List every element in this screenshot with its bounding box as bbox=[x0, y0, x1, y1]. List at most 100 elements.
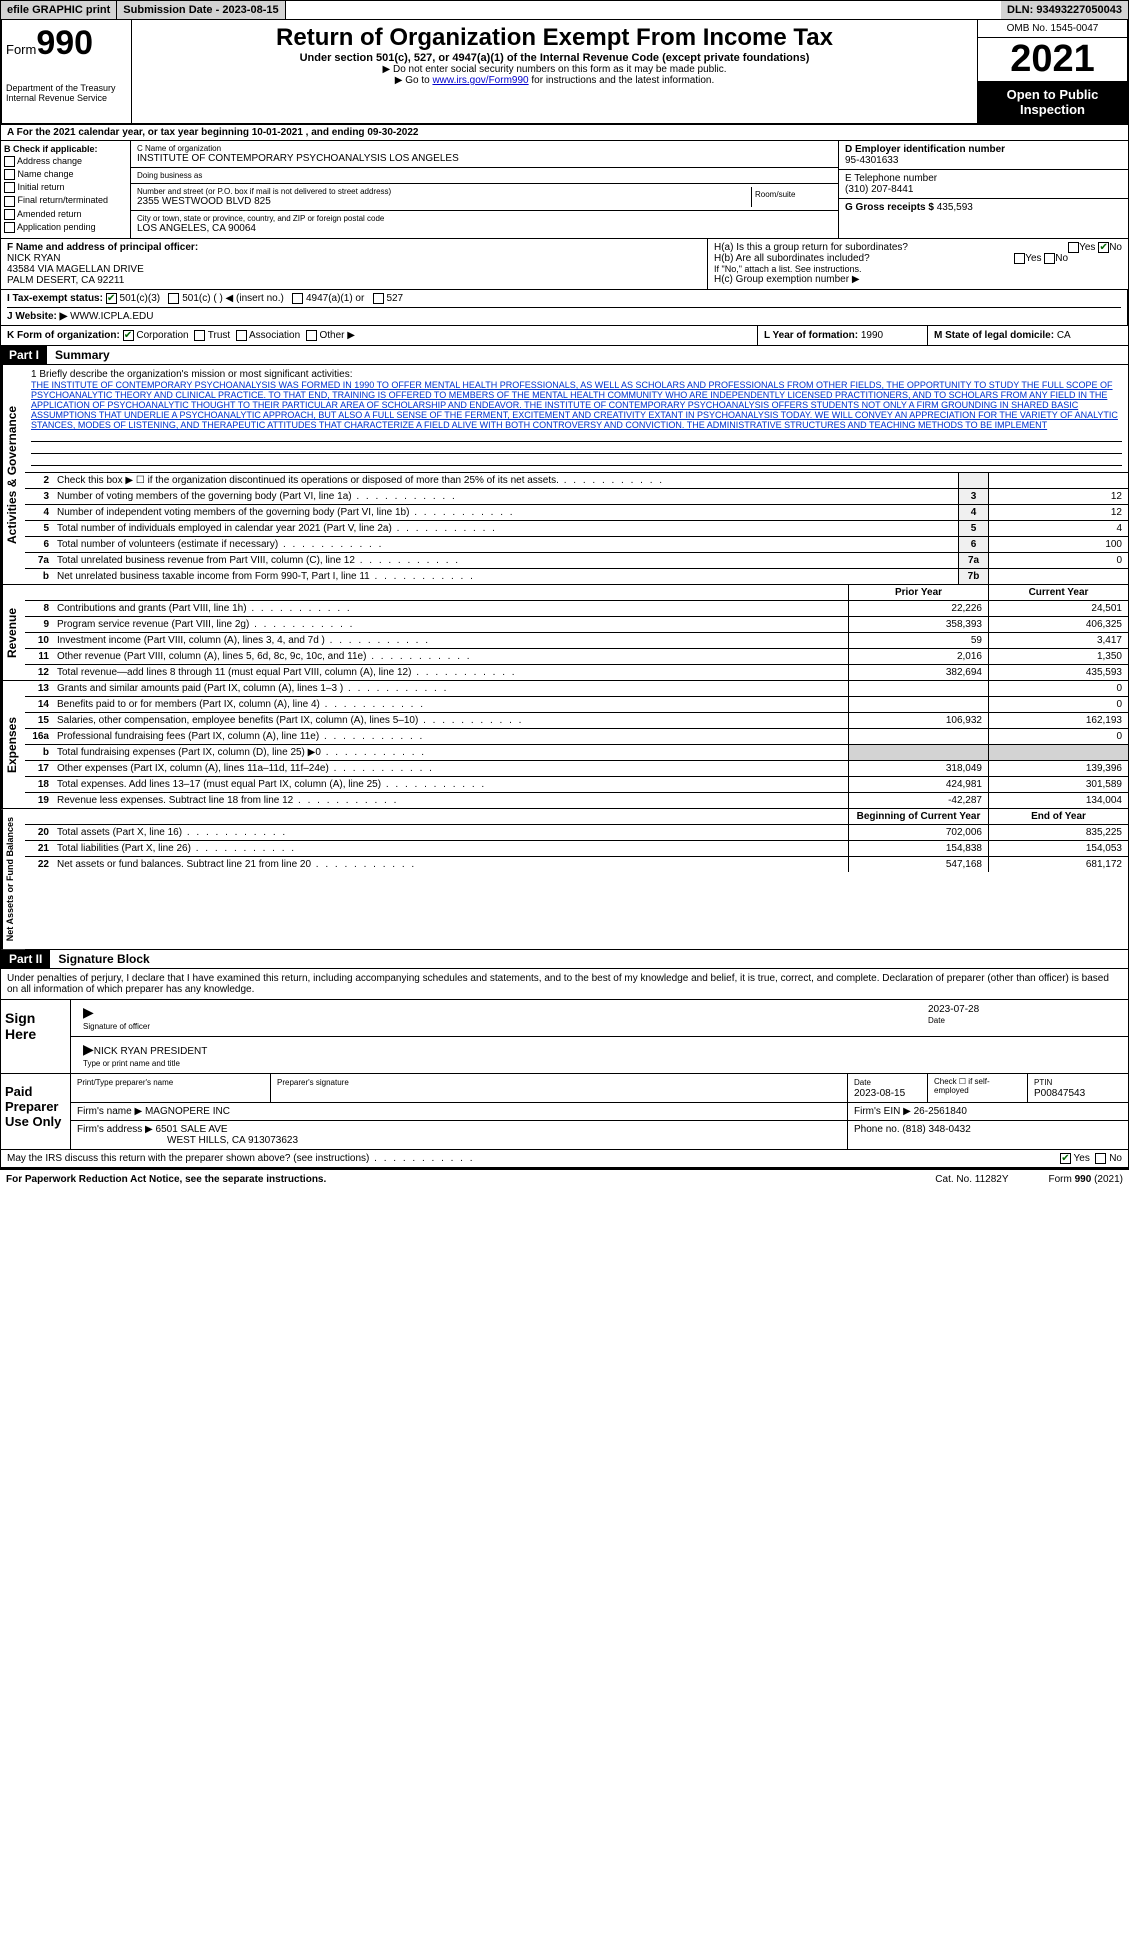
officer-name: NICK RYAN bbox=[7, 253, 61, 264]
officer-signed-name: NICK RYAN PRESIDENT bbox=[94, 1046, 208, 1057]
side-label-governance: Activities & Governance bbox=[1, 365, 25, 584]
data-line: 13Grants and similar amounts paid (Part … bbox=[25, 681, 1128, 697]
data-line: 11Other revenue (Part VIII, column (A), … bbox=[25, 649, 1128, 665]
cat-no: Cat. No. 11282Y bbox=[935, 1174, 1008, 1185]
room-suite: Room/suite bbox=[755, 190, 829, 199]
form-subtitle: Under section 501(c), 527, or 4947(a)(1)… bbox=[136, 52, 973, 64]
firm-phone: (818) 348-0432 bbox=[902, 1124, 970, 1135]
side-label-revenue: Revenue bbox=[1, 585, 25, 680]
address-cell: Number and street (or P.O. box if mail i… bbox=[131, 184, 838, 211]
gross-receipts-cell: G Gross receipts $ 435,593 bbox=[839, 199, 1128, 216]
org-name-cell: C Name of organization INSTITUTE OF CONT… bbox=[131, 141, 838, 168]
box-h-group: H(a) Is this a group return for subordin… bbox=[708, 239, 1128, 289]
expenses-section: Expenses 13Grants and similar amounts pa… bbox=[0, 681, 1129, 809]
ssn-note: ▶ Do not enter social security numbers o… bbox=[136, 64, 973, 75]
signature-block: Under penalties of perjury, I declare th… bbox=[0, 969, 1129, 1168]
cb-initial-return[interactable]: Initial return bbox=[4, 182, 127, 193]
sign-here-label: Sign Here bbox=[1, 1000, 71, 1073]
ein-value: 95-4301633 bbox=[845, 155, 898, 166]
data-line: 21Total liabilities (Part X, line 26)154… bbox=[25, 841, 1128, 857]
cb-app-pending[interactable]: Application pending bbox=[4, 222, 127, 233]
box-f-officer: F Name and address of principal officer:… bbox=[1, 239, 708, 289]
sig-officer-label: Signature of officer bbox=[83, 1022, 150, 1031]
col-current-year: Current Year bbox=[988, 585, 1128, 600]
city-state-zip: LOS ANGELES, CA 90064 bbox=[137, 223, 832, 234]
gov-line: 6Total number of volunteers (estimate if… bbox=[25, 537, 1128, 553]
gov-line: 4Number of independent voting members of… bbox=[25, 505, 1128, 521]
row-j-website: J Website: ▶ WWW.ICPLA.EDU bbox=[7, 307, 1121, 322]
gov-line: bNet unrelated business taxable income f… bbox=[25, 569, 1128, 584]
data-line: 9Program service revenue (Part VIII, lin… bbox=[25, 617, 1128, 633]
phone-cell: E Telephone number(310) 207-8441 bbox=[839, 170, 1128, 199]
firm-name: MAGNOPERE INC bbox=[145, 1106, 230, 1117]
data-line: 14Benefits paid to or for members (Part … bbox=[25, 697, 1128, 713]
officer-group-row: F Name and address of principal officer:… bbox=[0, 239, 1129, 290]
form-title: Return of Organization Exempt From Incom… bbox=[136, 24, 973, 52]
discuss-yes[interactable] bbox=[1060, 1153, 1071, 1164]
open-public: Open to Public Inspection bbox=[978, 81, 1127, 123]
col-end-year: End of Year bbox=[988, 809, 1128, 824]
data-line: 18Total expenses. Add lines 13–17 (must … bbox=[25, 777, 1128, 793]
ein-cell: D Employer identification number95-43016… bbox=[839, 141, 1128, 170]
net-assets-section: Net Assets or Fund Balances Beginning of… bbox=[0, 809, 1129, 950]
cb-501c3[interactable] bbox=[106, 293, 117, 304]
cb-final-return[interactable]: Final return/terminated bbox=[4, 195, 127, 206]
gross-receipts-value: 435,593 bbox=[937, 202, 973, 213]
state-domicile: CA bbox=[1057, 330, 1071, 341]
data-line: 17Other expenses (Part IX, column (A), l… bbox=[25, 761, 1128, 777]
prep-date: 2023-08-15 bbox=[854, 1088, 905, 1099]
box-b-header: B Check if applicable: bbox=[4, 144, 127, 154]
side-label-net-assets: Net Assets or Fund Balances bbox=[1, 809, 25, 949]
data-line: 8Contributions and grants (Part VIII, li… bbox=[25, 601, 1128, 617]
dba-cell: Doing business as bbox=[131, 168, 838, 184]
tax-year: 2021 bbox=[978, 38, 1127, 81]
cb-amended[interactable]: Amended return bbox=[4, 209, 127, 220]
submission-date: Submission Date - 2023-08-15 bbox=[117, 1, 285, 19]
data-line: 20Total assets (Part X, line 16)702,0068… bbox=[25, 825, 1128, 841]
mission-text: THE INSTITUTE OF CONTEMPORARY PSYCHOANAL… bbox=[31, 380, 1122, 430]
form-word: Form bbox=[6, 42, 36, 57]
paperwork-notice: For Paperwork Reduction Act Notice, see … bbox=[6, 1174, 935, 1185]
dept-treasury: Department of the Treasury Internal Reve… bbox=[6, 83, 127, 103]
form-header: Form990 Department of the Treasury Inter… bbox=[0, 20, 1129, 125]
mission-label: 1 Briefly describe the organization's mi… bbox=[31, 369, 1122, 380]
data-line: 10Investment income (Part VIII, column (… bbox=[25, 633, 1128, 649]
gov-line: 7aTotal unrelated business revenue from … bbox=[25, 553, 1128, 569]
website-value: WWW.ICPLA.EDU bbox=[70, 311, 153, 322]
irs-link[interactable]: www.irs.gov/Form990 bbox=[432, 75, 528, 86]
data-line: 12Total revenue—add lines 8 through 11 (… bbox=[25, 665, 1128, 680]
page-footer: For Paperwork Reduction Act Notice, see … bbox=[0, 1168, 1129, 1189]
data-line: 15Salaries, other compensation, employee… bbox=[25, 713, 1128, 729]
perjury-statement: Under penalties of perjury, I declare th… bbox=[1, 969, 1128, 999]
cb-corporation[interactable] bbox=[123, 330, 134, 341]
paid-preparer-label: Paid Preparer Use Only bbox=[1, 1074, 71, 1149]
gov-line: 2Check this box ▶ ☐ if the organization … bbox=[25, 473, 1128, 489]
firm-address: 6501 SALE AVE bbox=[156, 1124, 228, 1135]
efile-print[interactable]: efile GRAPHIC print bbox=[1, 1, 117, 19]
tax-status-website-row: I Tax-exempt status: 501(c)(3) 501(c) ( … bbox=[0, 290, 1129, 326]
activities-governance-section: Activities & Governance 1 Briefly descri… bbox=[0, 365, 1129, 585]
row-a-calendar: A For the 2021 calendar year, or tax yea… bbox=[0, 125, 1129, 141]
discuss-row: May the IRS discuss this return with the… bbox=[1, 1149, 1128, 1167]
cb-name-change[interactable]: Name change bbox=[4, 169, 127, 180]
side-label-expenses: Expenses bbox=[1, 681, 25, 808]
self-employed-check: Check ☐ if self-employed bbox=[928, 1074, 1028, 1102]
city-cell: City or town, state or province, country… bbox=[131, 211, 838, 237]
top-bar: efile GRAPHIC print Submission Date - 20… bbox=[0, 0, 1129, 20]
street-address: 2355 WESTWOOD BLVD 825 bbox=[137, 196, 751, 207]
entity-info-grid: B Check if applicable: Address change Na… bbox=[0, 141, 1129, 239]
part2-header: Part IISignature Block bbox=[0, 950, 1129, 969]
dln: DLN: 93493227050043 bbox=[1001, 1, 1128, 19]
gov-line: 5Total number of individuals employed in… bbox=[25, 521, 1128, 537]
revenue-section: Revenue Prior Year Current Year 8Contrib… bbox=[0, 585, 1129, 681]
year-formation: 1990 bbox=[861, 330, 883, 341]
box-b-checkboxes: B Check if applicable: Address change Na… bbox=[1, 141, 131, 238]
org-name: INSTITUTE OF CONTEMPORARY PSYCHOANALYSIS… bbox=[137, 153, 832, 164]
gov-line: 3Number of voting members of the governi… bbox=[25, 489, 1128, 505]
ptin-value: P00847543 bbox=[1034, 1088, 1085, 1099]
row-i-tax-status: I Tax-exempt status: 501(c)(3) 501(c) ( … bbox=[7, 293, 1121, 304]
cb-address-change[interactable]: Address change bbox=[4, 156, 127, 167]
data-line: 22Net assets or fund balances. Subtract … bbox=[25, 857, 1128, 872]
data-line: bTotal fundraising expenses (Part IX, co… bbox=[25, 745, 1128, 761]
omb-number: OMB No. 1545-0047 bbox=[978, 20, 1127, 38]
